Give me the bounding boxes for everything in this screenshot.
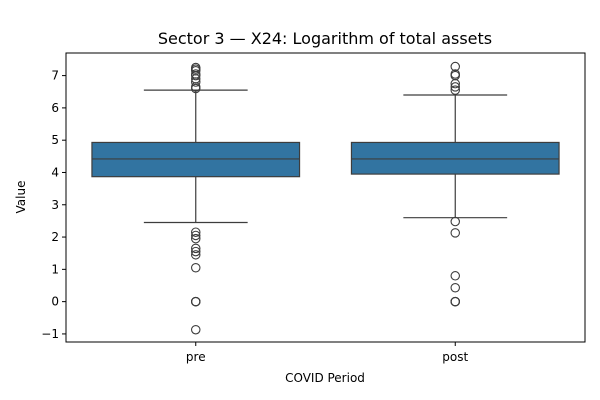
y-axis-label: Value — [14, 181, 28, 214]
outlier-point — [191, 246, 201, 257]
outlier-point — [450, 283, 460, 293]
y-tick-label: 5 — [51, 133, 59, 147]
x-tick-label: post — [442, 350, 468, 364]
plot-area — [91, 61, 560, 335]
outlier-point — [191, 262, 201, 273]
outlier-point — [191, 62, 201, 73]
outlier-point — [450, 82, 460, 92]
outlier-point — [450, 61, 460, 72]
y-tick-label: −1 — [41, 327, 59, 341]
y-tick-label: 6 — [51, 101, 59, 115]
outlier-point — [450, 271, 460, 281]
x-axis: pre post — [186, 342, 469, 364]
outlier-point — [191, 250, 201, 260]
plot-frame — [65, 52, 586, 343]
y-tick-label: 2 — [51, 230, 59, 244]
y-tick-label: 0 — [51, 295, 59, 309]
outlier-point — [450, 85, 460, 95]
outlier-point — [450, 69, 460, 79]
outlier-point — [191, 243, 201, 254]
outlier-point — [450, 296, 460, 307]
outlier-point — [191, 230, 201, 241]
outlier-point — [191, 324, 201, 335]
box-iqr — [350, 141, 560, 175]
outlier-point — [191, 296, 201, 307]
outlier-point — [450, 216, 460, 227]
y-axis: −1 0 1 2 3 4 5 6 7 — [41, 69, 66, 341]
y-tick-label: 1 — [51, 262, 59, 276]
box-iqr — [91, 141, 301, 178]
outlier-point — [191, 69, 201, 79]
x-axis-label: COVID Period — [285, 371, 365, 385]
box-group-post — [350, 61, 560, 307]
y-tick-label: 3 — [51, 198, 59, 212]
x-tick-label: pre — [186, 350, 206, 364]
y-tick-label: 7 — [51, 69, 59, 83]
y-tick-label: 4 — [51, 165, 59, 179]
chart-title: Sector 3 — X24: Logarithm of total asset… — [158, 29, 492, 48]
box-group-pre — [91, 62, 301, 335]
outlier-point — [191, 227, 201, 237]
outlier-point — [191, 233, 201, 244]
outlier-point — [450, 228, 460, 238]
